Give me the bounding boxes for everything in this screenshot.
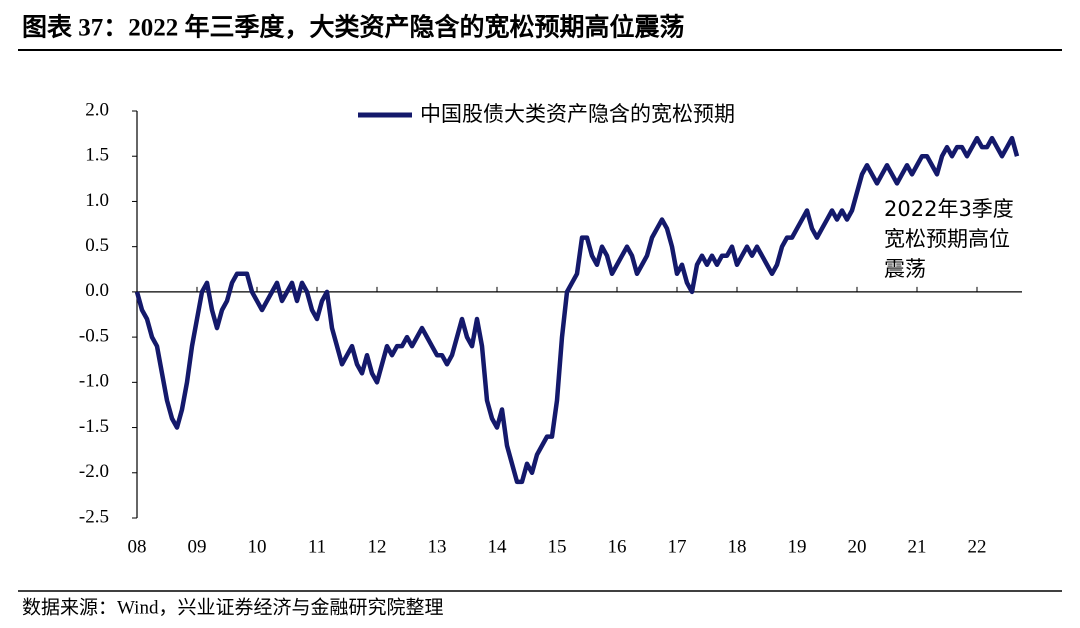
- legend-label: 中国股债大类资产隐含的宽松预期: [420, 102, 735, 126]
- x-tick-label: 15: [548, 536, 567, 557]
- x-tick-label: 16: [608, 536, 627, 557]
- x-tick-label: 17: [668, 536, 687, 557]
- chart-title: 图表 37：2022 年三季度，大类资产隐含的宽松预期高位震荡: [22, 13, 685, 42]
- y-tick-label: -0.5: [79, 325, 109, 346]
- x-tick-label: 10: [248, 536, 267, 557]
- x-tick-label: 20: [848, 536, 867, 557]
- series-line: [134, 135, 1020, 485]
- x-tick-label: 13: [428, 536, 447, 557]
- source: 数据来源：Wind，兴业证券经济与金融研究院整理: [22, 596, 443, 618]
- annotation: 宽松预期高位: [884, 227, 1010, 251]
- y-tick-label: -1.0: [79, 371, 109, 392]
- x-tick-label: 11: [308, 536, 326, 557]
- annotation: 震荡: [884, 257, 926, 281]
- annotation: 2022年3季度: [884, 197, 1014, 221]
- y-tick-label: 0.5: [85, 235, 109, 256]
- y-tick-label: 1.5: [85, 145, 109, 166]
- y-tick-label: -1.5: [79, 416, 109, 437]
- x-tick-label: 21: [908, 536, 927, 557]
- y-tick-label: -2.0: [79, 461, 109, 482]
- y-tick-label: 0.0: [85, 280, 109, 301]
- x-tick-label: 14: [488, 536, 508, 557]
- x-tick-label: 19: [788, 536, 807, 557]
- x-tick-label: 22: [968, 536, 987, 557]
- y-tick-label: -2.5: [79, 506, 109, 527]
- x-tick-label: 09: [188, 536, 207, 557]
- y-tick-label: 1.0: [85, 190, 109, 211]
- y-tick-label: 2.0: [85, 99, 109, 120]
- x-tick-label: 18: [728, 536, 747, 557]
- x-tick-label: 08: [128, 536, 147, 557]
- x-tick-label: 12: [368, 536, 387, 557]
